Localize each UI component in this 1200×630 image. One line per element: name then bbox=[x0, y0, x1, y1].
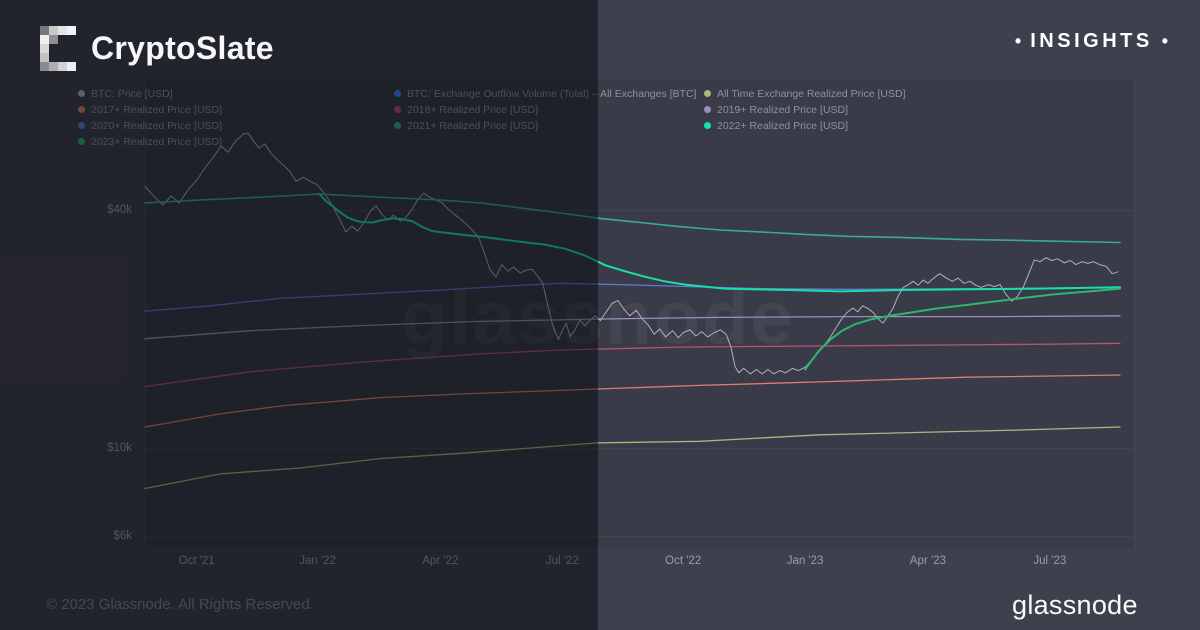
legend-label: 2020+ Realized Price [USD] bbox=[91, 119, 223, 132]
legend-item-btc-price: BTC: Price [USD] bbox=[78, 87, 222, 100]
x-axis-tick-label: Oct '22 bbox=[665, 555, 702, 567]
legend-dot-icon bbox=[704, 122, 711, 129]
legend-dot-icon bbox=[704, 90, 711, 97]
legend-dot-icon bbox=[704, 106, 711, 113]
logo-pixel bbox=[40, 53, 49, 62]
legend-label: 2019+ Realized Price [USD] bbox=[717, 103, 849, 116]
logo-pixel bbox=[58, 62, 67, 71]
legend-dot-icon bbox=[394, 106, 401, 113]
legend-item-alltime-rp: All Time Exchange Realized Price [USD] bbox=[704, 87, 906, 100]
logo-pixel bbox=[49, 62, 58, 71]
logo-pixel bbox=[58, 35, 67, 44]
logo-pixel bbox=[67, 35, 76, 44]
logo-pixel bbox=[40, 35, 49, 44]
legend-item-rp-2022: 2022+ Realized Price [USD] bbox=[704, 119, 906, 132]
gridline bbox=[145, 535, 1133, 537]
bullet-icon: • bbox=[1014, 31, 1022, 51]
y-axis-tick-label: $10k bbox=[107, 441, 132, 454]
legend-item-rp-2021: 2021+ Realized Price [USD] bbox=[394, 119, 696, 132]
logo-pixel bbox=[58, 26, 67, 35]
legend-dot-icon bbox=[394, 122, 401, 129]
logo-pixel bbox=[67, 26, 76, 35]
legend-item-rp-2017: 2017+ Realized Price [USD] bbox=[78, 103, 223, 116]
series-line-rp-2022 bbox=[318, 193, 1121, 293]
gridline bbox=[145, 447, 1133, 449]
series-line-rp-2020 bbox=[144, 282, 1121, 312]
legend-item-outflow-volume: BTC: Exchange Outflow Volume (Total) – A… bbox=[394, 87, 697, 100]
logo-pixel bbox=[49, 53, 58, 62]
x-axis-tick-label: Jan '23 bbox=[786, 555, 824, 567]
y-axis-tick-label: $40k bbox=[107, 204, 132, 216]
legend-item-rp-2018: 2018+ Realized Price [USD] bbox=[394, 103, 696, 116]
legend-dot-icon bbox=[78, 90, 85, 97]
legend-item-rp-2023: 2023+ Realized Price [USD] bbox=[78, 135, 223, 148]
legend-label: 2022+ Realized Price [USD] bbox=[717, 119, 849, 132]
x-axis-tick-label: Oct '21 bbox=[178, 555, 215, 567]
legend-label: 2018+ Realized Price [USD] bbox=[407, 103, 539, 116]
brand-header: CryptoSlate bbox=[40, 26, 274, 71]
legend-dot-icon bbox=[394, 90, 401, 97]
x-axis-tick-label: Apr '22 bbox=[422, 555, 459, 567]
x-axis-tick-label: Jan '22 bbox=[299, 555, 336, 567]
logo-pixel bbox=[40, 26, 49, 35]
legend-label: BTC: Price [USD] bbox=[91, 87, 173, 100]
legend-dot-icon bbox=[78, 106, 85, 113]
series-line-alltime-rp bbox=[144, 426, 1121, 490]
logo-pixel bbox=[67, 53, 76, 62]
legend-column: All Time Exchange Realized Price [USD] 20… bbox=[704, 87, 906, 132]
logo-pixel bbox=[58, 53, 67, 62]
legend-label: 2023+ Realized Price [USD] bbox=[91, 135, 223, 148]
legend-item-rp-2019: 2019+ Realized Price [USD] bbox=[704, 103, 906, 116]
logo-pixel bbox=[49, 44, 58, 53]
series-line-rp-2019 bbox=[144, 315, 1121, 340]
legend-dot-icon bbox=[78, 138, 85, 145]
bullet-icon: • bbox=[1161, 31, 1168, 51]
x-axis-tick-label: Jul '23 bbox=[1033, 555, 1067, 567]
insights-badge: • INSIGHTS • bbox=[1015, 30, 1168, 53]
brand-title: CryptoSlate bbox=[91, 30, 274, 66]
left-shade-overlay bbox=[0, 0, 598, 630]
series-line-rp-2017 bbox=[144, 374, 1121, 428]
glassnode-logo: glassnode bbox=[1012, 590, 1138, 620]
x-axis-tick-label: Jul '22 bbox=[545, 555, 579, 567]
legend-label: 2021+ Realized Price [USD] bbox=[407, 119, 539, 132]
logo-pixel bbox=[40, 44, 49, 53]
legend-label: All Time Exchange Realized Price [USD] bbox=[717, 87, 906, 100]
insights-label: INSIGHTS bbox=[1030, 30, 1153, 52]
y-axis-tick-label: $6k bbox=[113, 529, 132, 542]
legend-item-rp-2020: 2020+ Realized Price [USD] bbox=[78, 119, 223, 132]
legend-label: BTC: Exchange Outflow Volume (Total) – A… bbox=[407, 87, 697, 100]
chart-plot-area bbox=[145, 80, 1135, 548]
logo-pixel bbox=[67, 62, 76, 71]
series-line-btc-price bbox=[144, 132, 1119, 375]
legend-column: BTC: Price [USD] 2017+ Realized Price [US… bbox=[78, 87, 223, 148]
series-line-rp-2018 bbox=[144, 342, 1121, 388]
logo-pixel bbox=[58, 44, 67, 53]
logo-pixel bbox=[49, 35, 58, 44]
gridline bbox=[145, 210, 1133, 211]
series-line-rp-2023 bbox=[804, 287, 1121, 371]
x-axis-tick-label: Apr '23 bbox=[909, 555, 946, 567]
series-line-rp-2021 bbox=[144, 193, 1121, 244]
logo-pixel bbox=[67, 44, 76, 53]
logo-pixel bbox=[40, 62, 49, 71]
logo-pixel bbox=[49, 26, 58, 35]
legend-column: BTC: Exchange Outflow Volume (Total) – A… bbox=[394, 87, 697, 132]
copyright-text: © 2023 Glassnode. All Rights Reserved. bbox=[46, 596, 314, 613]
legend-label: 2017+ Realized Price [USD] bbox=[91, 103, 223, 116]
cryptoslate-logo-icon bbox=[40, 26, 76, 71]
legend-dot-icon bbox=[78, 122, 85, 129]
